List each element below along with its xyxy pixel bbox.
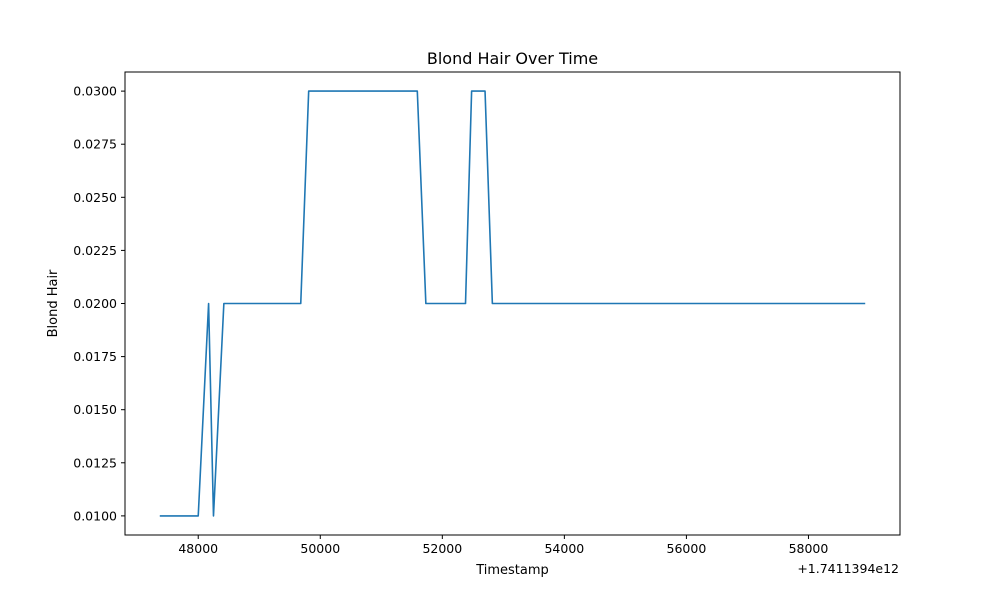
series-layer — [159, 90, 866, 517]
x-tick-label: 56000 — [667, 541, 707, 556]
y-axis-label: Blond Hair — [46, 269, 61, 337]
x-tick-label: 52000 — [422, 541, 462, 556]
y-tick-label: 0.0275 — [73, 137, 117, 152]
x-axis: 48000 50000 52000 54000 56000 58000 — [178, 535, 828, 556]
y-tick-label: 0.0150 — [73, 402, 117, 417]
y-tick-label: 0.0300 — [73, 84, 117, 99]
x-axis-label: Timestamp — [475, 563, 549, 578]
y-tick-label: 0.0250 — [73, 190, 117, 205]
x-tick-label: 54000 — [544, 541, 584, 556]
x-tick-label: 50000 — [300, 541, 340, 556]
series-line — [159, 90, 866, 517]
chart-title: Blond Hair Over Time — [427, 49, 598, 68]
y-tick-label: 0.0175 — [73, 349, 117, 364]
y-tick-label: 0.0200 — [73, 296, 117, 311]
x-axis-offset-label: +1.7411394e12 — [797, 561, 899, 576]
x-tick-label: 48000 — [178, 541, 218, 556]
y-tick-label: 0.0100 — [73, 508, 117, 523]
y-tick-label: 0.0125 — [73, 455, 117, 470]
y-tick-label: 0.0225 — [73, 243, 117, 258]
x-tick-label: 58000 — [789, 541, 829, 556]
y-axis: 0.0100 0.0125 0.0150 0.0175 0.0200 0.0225 0.02… — [73, 84, 125, 523]
